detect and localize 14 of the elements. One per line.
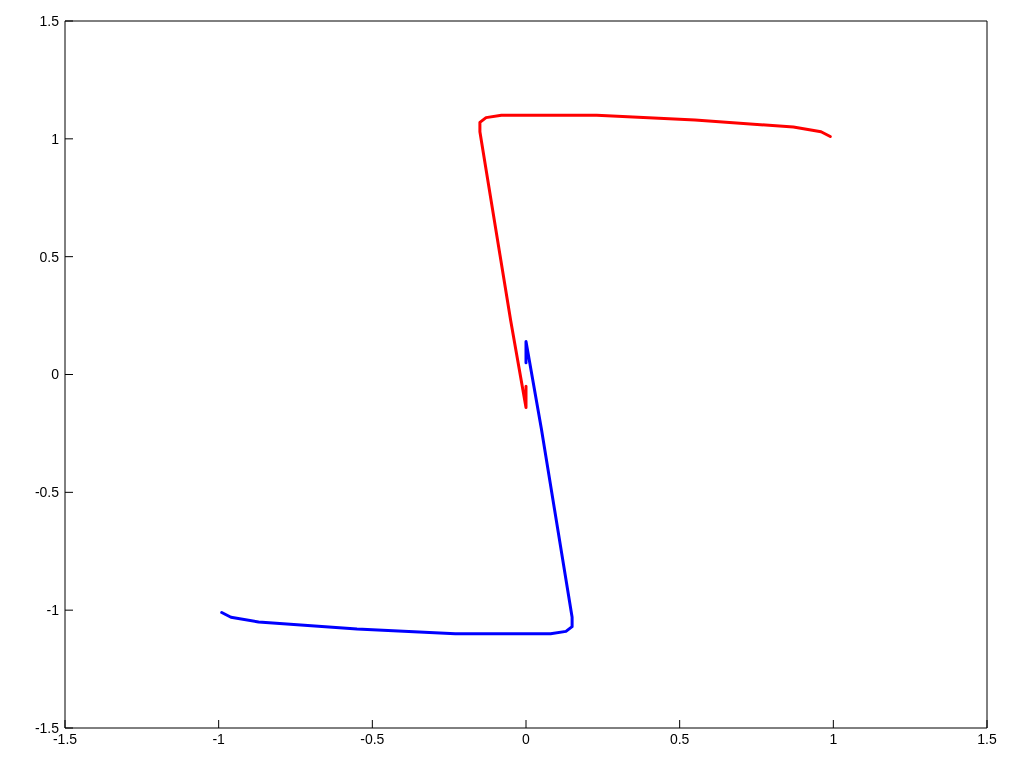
y-tick-label: 0 [51, 366, 60, 383]
y-tick-label: -0.5 [34, 484, 60, 501]
y-tick-label: 0.5 [39, 248, 60, 265]
line-series [220, 340, 574, 636]
x-tick-label: 0 [522, 730, 531, 747]
x-tick-label: 0.5 [669, 730, 690, 747]
x-tick-label: 1.5 [977, 730, 997, 747]
x-tick-label: 1 [829, 730, 838, 747]
line-series [478, 113, 832, 409]
y-tick-label: 1 [51, 130, 60, 147]
x-tick-label: -1 [212, 730, 226, 747]
x-tick-label: -0.5 [360, 730, 385, 747]
y-tick-label: -1 [46, 602, 60, 619]
y-tick-label: 1.5 [39, 12, 60, 29]
